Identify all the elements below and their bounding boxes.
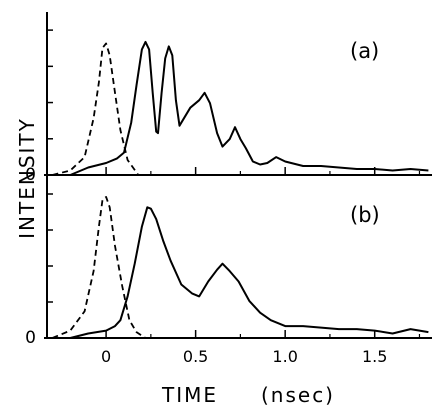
panel-b-dashed-series-line [52, 196, 146, 339]
panel-a-dashed-series-line [52, 42, 140, 176]
panel-b [44, 176, 432, 339]
y-axis-title: INTENSITY [15, 117, 39, 239]
x-tick-label: 0.5 [183, 347, 208, 366]
x-axis-unit: (nsec) [261, 383, 335, 407]
x-tick-label: 1.5 [362, 347, 387, 366]
panel-b-label: (b) [350, 203, 380, 227]
panel-a [44, 12, 432, 176]
x-tick-label: 0 [101, 347, 111, 366]
panel-a-zero-label: 0 [25, 165, 36, 185]
panel-b-solid-series-line [70, 206, 429, 339]
x-tick-labels: 0 0.5 1.0 1.5 [101, 347, 387, 366]
panel-a-solid-series-line [69, 40, 429, 176]
x-tick-label: 1.0 [272, 347, 297, 366]
panel-b-zero-label: 0 [25, 328, 36, 348]
x-axis-title: TIME [161, 383, 218, 407]
panel-a-label: (a) [350, 39, 379, 63]
